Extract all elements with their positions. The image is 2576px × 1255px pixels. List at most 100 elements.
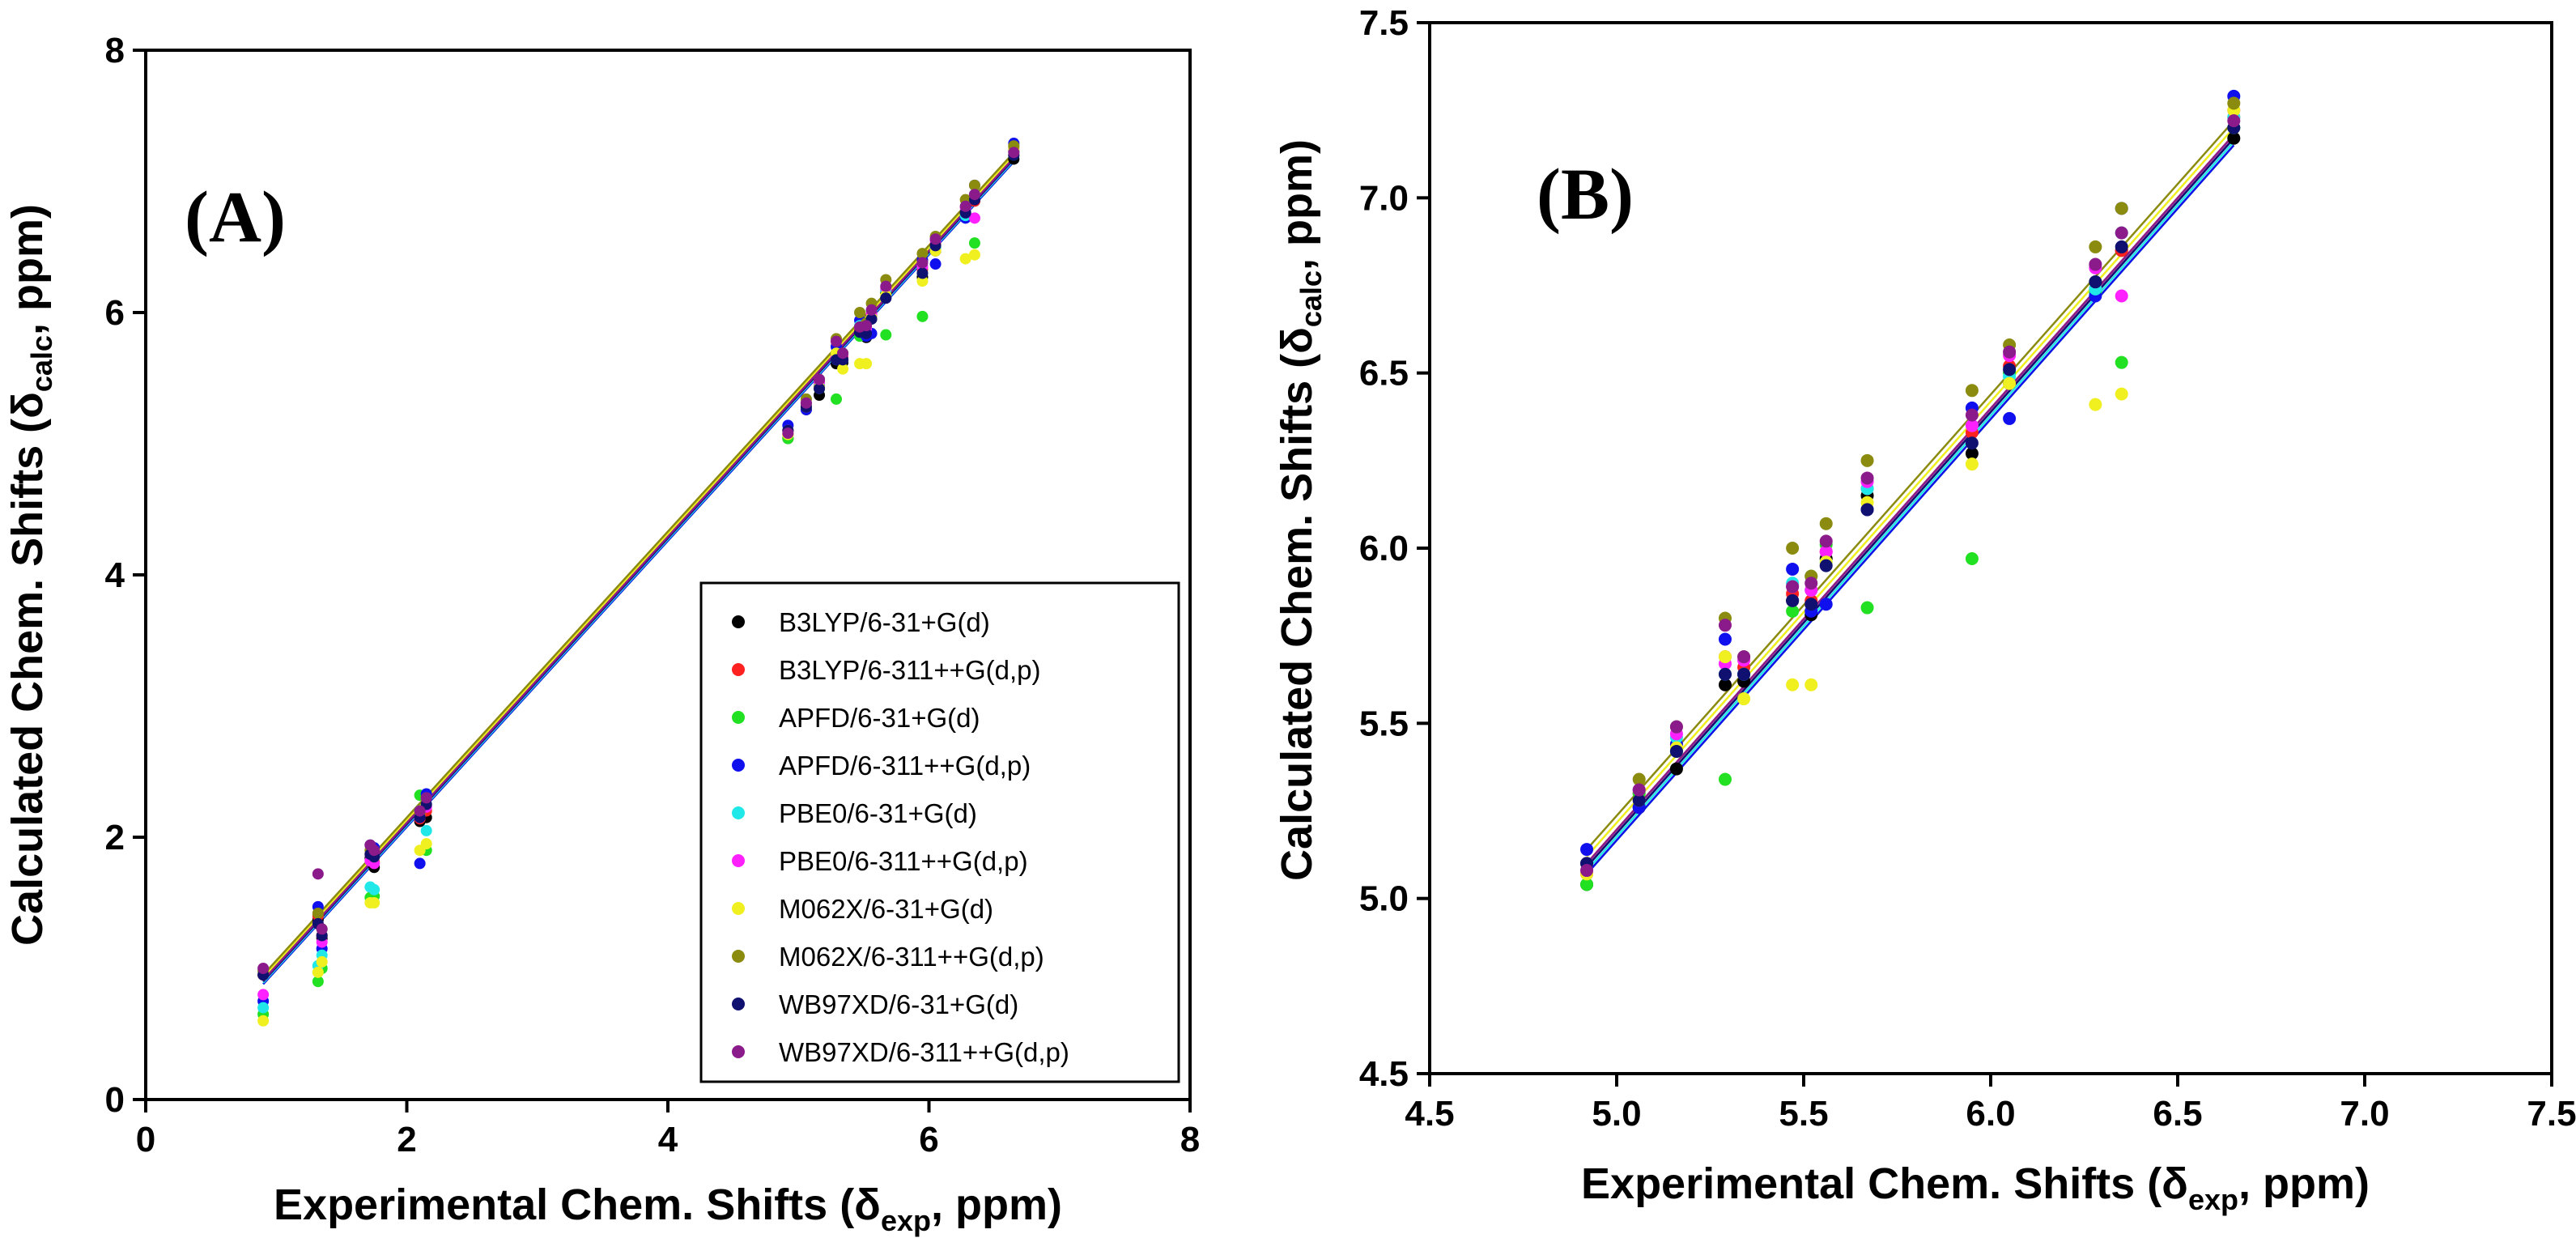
legend-label: M062X/6-311++G(d,p) bbox=[779, 942, 1044, 972]
panel-b-data-point bbox=[1804, 598, 1818, 611]
panel-b-data-point bbox=[1580, 878, 1594, 891]
panel-b-data-point bbox=[1819, 545, 1833, 559]
panel-a-data-point bbox=[368, 897, 380, 908]
panel-a-y-tick-label: 6 bbox=[105, 293, 125, 333]
panel-a-data-point bbox=[959, 253, 971, 265]
panel-a-data-point bbox=[414, 805, 426, 817]
panel-a-data-point bbox=[880, 329, 892, 341]
panel-a-data-point bbox=[831, 335, 843, 347]
panel-a-data-point bbox=[831, 393, 843, 405]
panel-a-data-point bbox=[861, 358, 873, 370]
legend-label: M062X/6-31+G(d) bbox=[779, 894, 993, 924]
legend-marker bbox=[732, 711, 745, 724]
panel-a-data-point bbox=[420, 838, 432, 850]
panel-b-label: (B) bbox=[1537, 155, 1634, 235]
panel-b-data-point bbox=[1965, 436, 1979, 450]
panel-b-data-point bbox=[2115, 202, 2128, 215]
legend-items: B3LYP/6-31+G(d) B3LYP/6-311++G(d,p) APFD/6… bbox=[732, 607, 1069, 1067]
panel-b-fit-lines bbox=[1586, 120, 2235, 875]
panel-b-data-point bbox=[1580, 864, 1594, 878]
panel-a-data-point bbox=[312, 907, 324, 919]
panel-a-data-point bbox=[916, 275, 929, 287]
panel-b-data-point bbox=[1669, 744, 1683, 758]
panel-b-data-point bbox=[1965, 408, 1979, 422]
panel-b-data-point bbox=[1786, 604, 1800, 618]
legend-label: WB97XD/6-311++G(d,p) bbox=[779, 1037, 1069, 1067]
legend-label: B3LYP/6-311++G(d,p) bbox=[779, 655, 1040, 685]
panel-b-y-tick-label: 7.0 bbox=[1359, 178, 1409, 218]
panel-a-y-tick-label: 0 bbox=[105, 1080, 125, 1120]
legend-marker bbox=[732, 998, 745, 1010]
panel-a-data-point bbox=[1008, 147, 1020, 159]
panel-b-x-tick-label: 5.5 bbox=[1779, 1094, 1828, 1134]
legend-box bbox=[699, 581, 1180, 1083]
panel-b-fit-line bbox=[1586, 144, 2235, 875]
panel-b-data-point bbox=[2227, 96, 2241, 110]
panel-b-x-tick-label: 5.0 bbox=[1592, 1094, 1641, 1134]
panel-b-data-point bbox=[1718, 650, 1732, 664]
panel-b-data-point bbox=[2089, 240, 2102, 253]
legend-marker bbox=[732, 759, 745, 772]
panel-b-fit-line bbox=[1586, 141, 2235, 871]
legend-label: PBE0/6-311++G(d,p) bbox=[779, 846, 1028, 876]
panel-a-x-tick-label: 4 bbox=[658, 1120, 678, 1159]
panel-b-data-point bbox=[1804, 678, 1818, 691]
panel-a-data-point bbox=[929, 233, 942, 245]
panel-a-data-point bbox=[929, 258, 942, 270]
panel-b-data-point bbox=[1737, 650, 1751, 664]
panel-b-y-tick-label: 5.5 bbox=[1359, 704, 1409, 743]
panel-b-data-point bbox=[2227, 131, 2241, 145]
panel-b-data-point bbox=[1718, 667, 1732, 681]
legend-label: APFD/6-311++G(d,p) bbox=[779, 751, 1031, 781]
panel-b-data-point bbox=[1580, 843, 1594, 857]
panel-a-data-point bbox=[312, 966, 324, 978]
panel-a-points bbox=[257, 138, 1020, 1027]
panel-b-x-tick-label: 7.5 bbox=[2527, 1094, 2576, 1134]
panel-a-y-tick-label: 2 bbox=[105, 818, 125, 857]
panel-b-data-point bbox=[2115, 387, 2128, 401]
panel-a-data-point bbox=[968, 179, 980, 191]
panel-b-x-tick-label: 7.0 bbox=[2340, 1094, 2389, 1134]
panel-b-data-point bbox=[2115, 226, 2128, 240]
panel-b-fit-line bbox=[1586, 126, 2235, 857]
panel-b-data-point bbox=[2003, 376, 2017, 390]
panel-b-data-point bbox=[1804, 576, 1818, 590]
panel-a-y-tick-label: 4 bbox=[105, 555, 125, 595]
panel-b-data-point bbox=[1860, 471, 1874, 485]
panel-a-data-point bbox=[916, 267, 929, 279]
panel-b-fit-line bbox=[1586, 137, 2235, 868]
panel-a-data-point bbox=[420, 792, 432, 804]
panel-a-data-point bbox=[968, 212, 980, 224]
panel-b-data-point bbox=[2089, 257, 2102, 271]
panel-b-data-point bbox=[2115, 355, 2128, 369]
panel-b-data-point bbox=[1819, 534, 1833, 548]
legend-marker bbox=[732, 806, 745, 819]
panel-b-data-point bbox=[1737, 667, 1751, 681]
panel-b-y-axis-title: Calculated Chem. Shifts (δcalc, ppm) bbox=[1273, 139, 1328, 881]
panel-a-data-point bbox=[312, 868, 324, 880]
legend: B3LYP/6-31+G(d) B3LYP/6-311++G(d,p) APFD/6… bbox=[699, 581, 1180, 1083]
panel-b-data-point bbox=[2227, 114, 2241, 128]
panel-a-data-point bbox=[800, 397, 812, 409]
legend-label: PBE0/6-31+G(d) bbox=[779, 798, 977, 828]
panel-a-data-point bbox=[916, 248, 929, 260]
panel-b-data-point bbox=[2003, 345, 2017, 359]
panel-b-y-tick-label: 6.5 bbox=[1359, 354, 1409, 394]
panel-a-data-point bbox=[316, 923, 328, 935]
panel-b-data-point bbox=[1860, 453, 1874, 467]
legend-label: B3LYP/6-31+G(d) bbox=[779, 607, 990, 637]
panel-a-x-tick-label: 8 bbox=[1180, 1120, 1200, 1159]
panel-a-data-point bbox=[257, 1015, 270, 1027]
panel-b-points bbox=[1580, 89, 2241, 891]
panel-b-data-point bbox=[2115, 289, 2128, 303]
panel-a-data-point bbox=[916, 310, 929, 322]
panel-a-data-point bbox=[837, 347, 849, 359]
panel-a-data-point bbox=[968, 189, 980, 201]
panel-a-y-axis-title: Calculated Chem. Shifts (δcalc, ppm) bbox=[3, 204, 58, 946]
panel-b-fit-line bbox=[1586, 134, 2235, 865]
legend-label: WB97XD/6-31+G(d) bbox=[779, 989, 1018, 1019]
panel-b-y-tick-label: 6.0 bbox=[1359, 529, 1409, 568]
panel-b-data-point bbox=[1965, 419, 1979, 432]
panel-b-data-point bbox=[1737, 692, 1751, 706]
panel-b-data-point bbox=[1786, 562, 1800, 576]
